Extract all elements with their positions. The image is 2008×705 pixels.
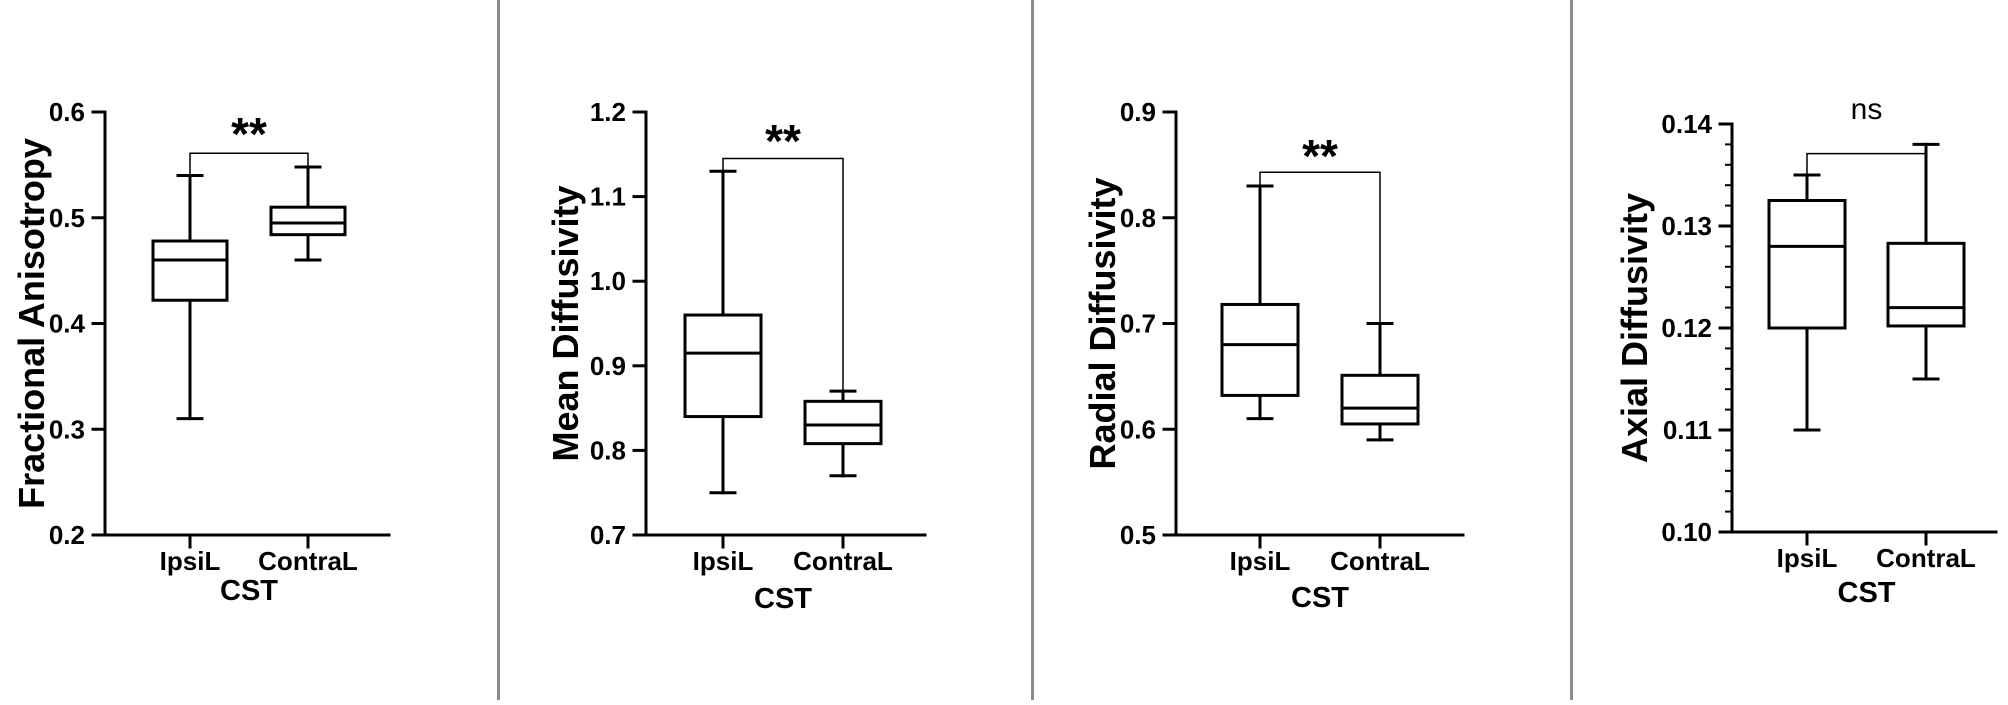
significance-bracket: ns xyxy=(1806,93,1927,175)
y-tick-label: 0.8 xyxy=(590,435,626,465)
x-axis-label: CST xyxy=(220,575,278,607)
x-axis-label: CST xyxy=(754,583,812,615)
significance-label: ** xyxy=(765,115,801,167)
x-tick-label: IpsiL xyxy=(160,546,221,576)
bracket-line xyxy=(722,157,844,392)
y-tick-label: 0.9 xyxy=(590,351,626,381)
box-ContraL xyxy=(803,389,883,478)
x-tick-label: IpsiL xyxy=(693,546,754,576)
significance-label: ** xyxy=(1302,130,1338,182)
y-tick-label: 0.12 xyxy=(1661,313,1712,343)
significance-bracket: ** xyxy=(722,115,844,392)
box-iqr xyxy=(1220,302,1300,397)
bracket-line xyxy=(1806,144,1927,175)
y-tick-label: 0.6 xyxy=(49,97,85,127)
box-iqr xyxy=(269,205,347,237)
box-ContraL xyxy=(1886,142,1966,381)
x-tick-label: ContraL xyxy=(793,546,893,576)
y-tick-label: 0.6 xyxy=(1120,414,1156,444)
box-IpsiL xyxy=(1220,184,1300,421)
y-tick-label: 0.5 xyxy=(1120,520,1156,550)
y-tick-label: 1.1 xyxy=(590,182,626,212)
significance-bracket: ** xyxy=(1259,130,1381,324)
x-tick-label: IpsiL xyxy=(1230,546,1291,576)
panel-1: 0.2 0.3 0.4 0.5 0.6 Fractional Anisotropy Ipsi… xyxy=(11,97,391,607)
bracket-line xyxy=(189,152,309,176)
x-tick-label: ContraL xyxy=(1330,546,1430,576)
panel-divider xyxy=(1570,0,1573,700)
y-tick-label: 0.3 xyxy=(49,414,85,444)
box-IpsiL xyxy=(151,173,229,421)
y-tick-label: 1.0 xyxy=(590,266,626,296)
x-tick-label: ContraL xyxy=(258,546,358,576)
y-tick-label: 0.13 xyxy=(1661,211,1712,241)
x-tick-label: IpsiL xyxy=(1777,543,1838,573)
significance-bracket: ** xyxy=(189,108,309,176)
y-axis-label: Axial Diffusivity xyxy=(1614,193,1655,463)
panel-divider xyxy=(1031,0,1034,700)
y-tick-label: 0.2 xyxy=(49,520,85,550)
box-iqr xyxy=(683,313,763,419)
box-IpsiL xyxy=(1767,173,1847,432)
panel-divider xyxy=(497,0,500,700)
x-tick-label: ContraL xyxy=(1876,543,1976,573)
y-tick-label: 0.10 xyxy=(1661,517,1712,547)
x-axis-label: CST xyxy=(1838,577,1896,609)
y-tick-label: 0.9 xyxy=(1120,97,1156,127)
box-iqr xyxy=(1886,241,1966,328)
y-tick-label: 0.5 xyxy=(49,203,85,233)
y-tick-label: 0.7 xyxy=(1120,309,1156,339)
box-iqr xyxy=(151,239,229,302)
significance-label: ns xyxy=(1851,93,1883,126)
box-IpsiL xyxy=(683,169,763,495)
box-ContraL xyxy=(269,165,347,262)
y-axis-label: Fractional Anisotropy xyxy=(11,138,52,509)
box-iqr xyxy=(803,399,883,446)
y-tick-label: 0.14 xyxy=(1661,109,1712,139)
panel-4: 0.10 0.11 0.12 0.13 0.14 Axial Diffusivity Ips… xyxy=(1614,93,1998,609)
y-axis-label: Radial Diffusivity xyxy=(1082,177,1123,469)
y-axis-label: Mean Diffusivity xyxy=(545,185,586,461)
x-axis-label: CST xyxy=(1291,582,1349,614)
box-iqr xyxy=(1340,373,1420,426)
y-tick-label: 0.11 xyxy=(1663,415,1712,445)
box-ContraL xyxy=(1340,322,1420,442)
significance-label: ** xyxy=(231,108,267,160)
box-iqr xyxy=(1767,199,1847,330)
y-tick-label: 0.7 xyxy=(590,520,626,550)
y-tick-label: 1.2 xyxy=(590,97,626,127)
bracket-line xyxy=(1259,171,1381,324)
panel-3: 0.5 0.6 0.7 0.8 0.9 Radial Diffusivity IpsiL Co… xyxy=(1082,97,1465,614)
y-tick-label: 0.4 xyxy=(49,309,86,339)
y-tick-label: 0.8 xyxy=(1120,203,1156,233)
